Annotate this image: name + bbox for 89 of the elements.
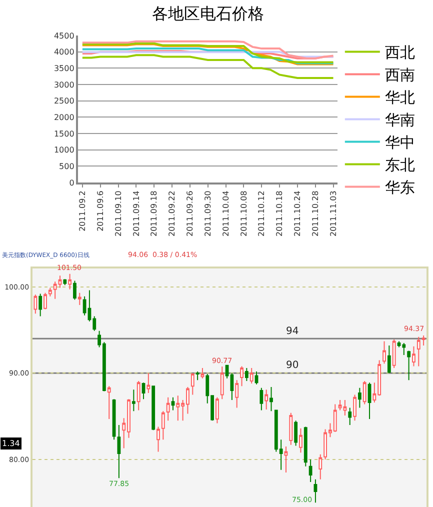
legend-label: 华东 (384, 178, 415, 197)
candlestick (107, 386, 111, 420)
candlestick (260, 387, 264, 411)
candlestick (136, 380, 140, 411)
x-tick-label: 2011.09.2 (78, 190, 88, 232)
candlestick (314, 478, 318, 504)
y-tick-label: 1000 (54, 146, 74, 155)
candlestick (368, 382, 372, 420)
candlestick (318, 454, 322, 480)
candlestick (254, 370, 258, 385)
y-tick-label: 2000 (54, 112, 74, 122)
y-tick-label: 500 (59, 162, 74, 171)
ref-line-label: 90 (286, 360, 299, 371)
candlestick (304, 426, 308, 467)
candlestick (166, 396, 170, 422)
candlestick (146, 372, 150, 394)
y-tick-label: 4500 (54, 31, 74, 40)
x-tick-label: 2011.10.12 (257, 190, 266, 237)
candlestick (78, 292, 82, 306)
candlestick (382, 340, 386, 364)
candlestick (68, 273, 72, 290)
candlestick (196, 370, 200, 381)
legend-label: 华北 (384, 88, 415, 107)
ref-line-label: 94 (286, 326, 299, 337)
candlestick (294, 420, 298, 446)
candlestick (156, 426, 160, 452)
candlestick (416, 336, 420, 367)
candlestick (407, 350, 411, 381)
x-tick-label: 2011.09.26 (186, 190, 195, 237)
legend-label: 华南 (384, 111, 415, 130)
y-tick-label: 3000 (54, 80, 74, 90)
candlestick (348, 407, 352, 426)
candlestick (235, 380, 239, 408)
legend-label: 华中 (384, 134, 415, 152)
candlestick (392, 339, 396, 368)
candlestick (48, 287, 52, 297)
x-tick-label: 2011.10.04 (221, 190, 230, 237)
candlestick (264, 389, 268, 410)
candlestick (358, 387, 362, 408)
x-tick-label: 2011.10.08 (239, 190, 248, 237)
x-tick-label: 2011.09.10 (114, 190, 123, 237)
chart-title: 各地区电石价格 (152, 4, 264, 23)
line-series (81, 48, 334, 64)
candlestick (289, 412, 293, 446)
candlestick (161, 410, 165, 440)
candlestick (190, 372, 194, 396)
legend-label: 西南 (384, 66, 415, 84)
candlestick (132, 389, 136, 412)
candlestick (284, 446, 288, 473)
y-tick-label: 4000 (54, 48, 74, 57)
x-tick-label: 2011.09.18 (150, 190, 159, 237)
candlestick (362, 380, 366, 405)
x-tick-label: 2011.10.24 (293, 190, 302, 237)
line-series (81, 40, 334, 60)
candlestick (152, 386, 156, 431)
legend-label: 西北 (384, 44, 415, 62)
candlestick (117, 424, 121, 479)
candlestick (412, 346, 416, 367)
candlestick (220, 366, 224, 400)
line-series (81, 54, 334, 79)
candlestick (387, 345, 391, 374)
candlestick (73, 280, 76, 300)
x-tick-label: 2011.11.03 (328, 190, 338, 237)
x-tick-label: 2011.10.28 (310, 190, 320, 237)
y-tick-label: 1500 (54, 129, 74, 138)
candlestick (38, 293, 42, 317)
candlestick (142, 382, 146, 400)
candlestick (171, 396, 175, 411)
candlestick (270, 386, 273, 412)
x-tick-label: 2011.10.18 (275, 190, 284, 237)
candlestick (200, 368, 204, 379)
candlestick (250, 368, 254, 384)
candlestick (308, 459, 312, 482)
x-tick-label: 2011.09.30 (203, 190, 212, 237)
candlestick (353, 394, 356, 422)
candlestick (240, 366, 244, 387)
candlestick (244, 368, 248, 382)
text: 1.34 (2, 439, 20, 448)
x-tick-label: 2011.09.22 (168, 190, 177, 237)
legend-label: 东北 (384, 156, 415, 174)
x-tick-label: 2011.09.14 (132, 190, 141, 237)
y-tick-label: 0 (69, 178, 74, 188)
candlestick (63, 278, 67, 286)
candlestick (216, 396, 219, 424)
candlestick (44, 292, 47, 310)
x-tick-label: 2011.09.6 (96, 190, 105, 232)
y-tick-label: 2500 (54, 96, 74, 106)
y-tick-label: 3500 (54, 64, 74, 73)
candlestick (299, 428, 302, 454)
